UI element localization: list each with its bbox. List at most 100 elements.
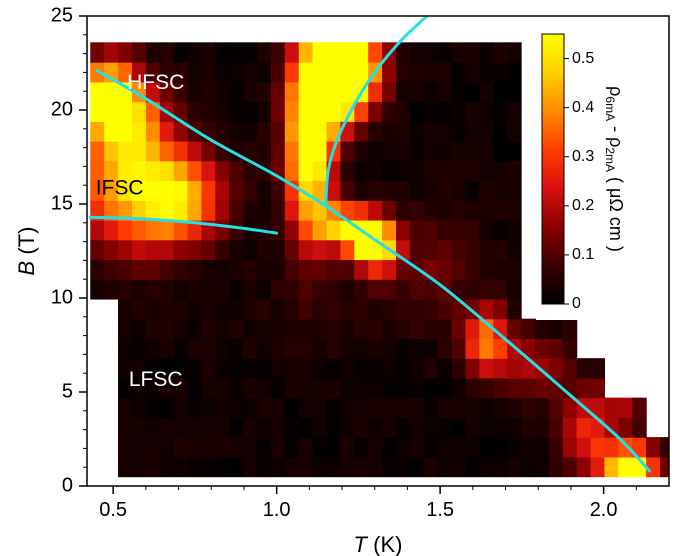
heatmap-cell bbox=[187, 101, 203, 122]
heatmap-cell bbox=[284, 121, 300, 142]
heatmap-cell bbox=[145, 219, 161, 241]
heatmap-cell bbox=[423, 417, 439, 438]
heatmap-cell bbox=[229, 180, 244, 201]
heatmap-cell bbox=[215, 338, 230, 359]
heatmap-cell bbox=[409, 200, 425, 221]
heatmap-cell bbox=[395, 279, 411, 300]
heatmap-cell bbox=[479, 318, 494, 340]
heatmap-cell bbox=[382, 180, 397, 201]
heatmap-cell bbox=[187, 219, 203, 241]
heatmap-cell bbox=[284, 417, 300, 438]
heatmap-cell bbox=[590, 397, 606, 418]
y-tick-label: 0 bbox=[62, 474, 73, 496]
heatmap-cell bbox=[493, 279, 508, 300]
heatmap-cell bbox=[326, 62, 341, 83]
heatmap-cell bbox=[368, 180, 383, 201]
heatmap-cell bbox=[201, 298, 216, 320]
heatmap-cell bbox=[298, 338, 314, 359]
heatmap-cell bbox=[423, 141, 439, 162]
heatmap-cell bbox=[243, 358, 258, 379]
heatmap-cell bbox=[395, 62, 411, 83]
heatmap-cell bbox=[187, 338, 203, 359]
heatmap-cell bbox=[451, 437, 467, 458]
heatmap-cell bbox=[173, 180, 189, 201]
heatmap-cell bbox=[493, 180, 508, 201]
heatmap-cell bbox=[479, 42, 494, 63]
heatmap-cell bbox=[493, 101, 508, 122]
heatmap-cell bbox=[423, 397, 439, 418]
heatmap-cell bbox=[395, 437, 411, 458]
heatmap-cell bbox=[312, 81, 328, 103]
heatmap-cell bbox=[354, 180, 369, 201]
heatmap-cell bbox=[159, 121, 175, 142]
heatmap-cell bbox=[646, 437, 661, 458]
heatmap-cell bbox=[145, 81, 161, 103]
heatmap-cell bbox=[479, 219, 494, 241]
heatmap-cell bbox=[382, 417, 397, 438]
heatmap-cell bbox=[548, 456, 564, 478]
heatmap-cell bbox=[521, 318, 536, 340]
heatmap-cell bbox=[312, 42, 328, 63]
heatmap-cell bbox=[229, 377, 244, 399]
heatmap-cell bbox=[229, 62, 244, 83]
heatmap-cell bbox=[548, 377, 564, 399]
heatmap-cell bbox=[507, 180, 522, 201]
heatmap-cell bbox=[507, 239, 522, 261]
heatmap-cell bbox=[118, 101, 133, 122]
heatmap-cell bbox=[340, 141, 355, 162]
heatmap-cell bbox=[118, 338, 133, 359]
y-axis-unit: (T) bbox=[14, 227, 39, 261]
heatmap-cell bbox=[131, 358, 147, 379]
heatmap-cell bbox=[479, 62, 494, 83]
heatmap-cell bbox=[437, 101, 453, 122]
heatmap-cell bbox=[118, 318, 133, 340]
heatmap-cell bbox=[187, 180, 203, 201]
heatmap-cell bbox=[284, 437, 300, 458]
heatmap-cell bbox=[201, 279, 216, 300]
heatmap-cell bbox=[298, 141, 314, 162]
heatmap-cell bbox=[104, 180, 119, 201]
heatmap-cell bbox=[340, 160, 355, 182]
heatmap-cell bbox=[187, 81, 203, 103]
heatmap-cell bbox=[382, 81, 397, 103]
heatmap-cell bbox=[284, 279, 300, 300]
heatmap-cell bbox=[118, 180, 133, 201]
heatmap-cell bbox=[201, 42, 216, 63]
heatmap-cell bbox=[354, 279, 369, 300]
heatmap-cell bbox=[451, 298, 467, 320]
heatmap-cell bbox=[479, 298, 494, 320]
heatmap-cell bbox=[229, 121, 244, 142]
heatmap-cell bbox=[340, 456, 355, 478]
heatmap-cell bbox=[479, 397, 494, 418]
heatmap-cell bbox=[354, 298, 369, 320]
heatmap-cell bbox=[173, 397, 189, 418]
heatmap-cell bbox=[493, 219, 508, 241]
colorbar-title: ρ6mA - ρ2mA ( μΩ cm ) bbox=[603, 86, 626, 252]
heatmap-cell bbox=[257, 437, 272, 458]
heatmap-cell bbox=[437, 377, 453, 399]
heatmap-cell bbox=[382, 338, 397, 359]
heatmap-cell bbox=[104, 259, 119, 280]
heatmap-cell bbox=[368, 397, 383, 418]
heatmap-cell bbox=[409, 239, 425, 261]
heatmap-cell bbox=[145, 397, 161, 418]
heatmap-cell bbox=[131, 437, 147, 458]
heatmap-cell bbox=[340, 358, 355, 379]
heatmap-cell bbox=[354, 338, 369, 359]
heatmap-cell bbox=[451, 81, 467, 103]
heatmap-cell bbox=[243, 298, 258, 320]
heatmap-cell bbox=[465, 259, 480, 280]
heatmap-cell bbox=[326, 397, 341, 418]
heatmap-cell bbox=[243, 200, 258, 221]
heatmap-cell bbox=[270, 456, 286, 478]
heatmap-cell bbox=[229, 417, 244, 438]
heatmap-cell bbox=[395, 456, 411, 478]
heatmap-cell bbox=[201, 180, 216, 201]
heatmap-cell bbox=[465, 279, 480, 300]
heatmap-cell bbox=[257, 338, 272, 359]
heatmap-cell bbox=[576, 417, 592, 438]
heatmap-cell bbox=[131, 121, 147, 142]
heatmap-cell bbox=[243, 42, 258, 63]
heatmap-cell bbox=[660, 437, 669, 458]
heatmap-cell bbox=[159, 338, 175, 359]
